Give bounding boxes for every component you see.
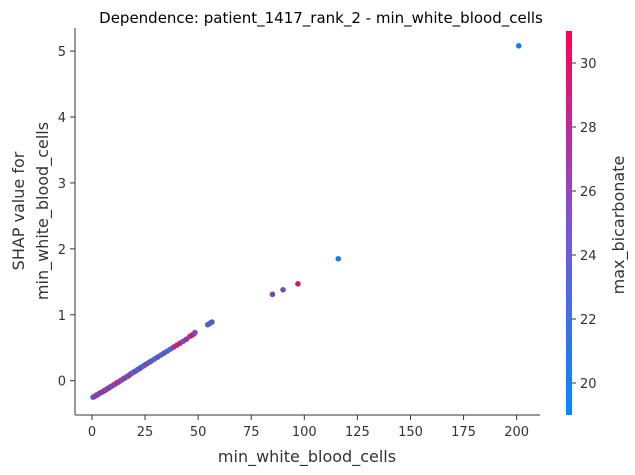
data-point — [269, 291, 276, 298]
data-point — [280, 286, 286, 293]
x-tick-label: 50 — [190, 425, 207, 440]
data-point — [515, 43, 522, 49]
x-tick-label: 75 — [243, 425, 260, 440]
y-axis-label-line-2: min_white_blood_cells — [33, 122, 53, 300]
y-tick-label: 3 — [58, 177, 66, 192]
x-tick-label: 100 — [292, 425, 317, 440]
x-tick-label: 150 — [398, 425, 423, 440]
data-point — [335, 255, 342, 262]
y-tick-label: 2 — [58, 243, 66, 258]
colorbar-tick-label: 28 — [580, 121, 597, 136]
y-tick-label: 0 — [58, 375, 66, 390]
x-tick-label: 25 — [137, 425, 154, 440]
axes — [74, 28, 540, 416]
data-point — [192, 329, 198, 336]
colorbar-tick-label: 30 — [580, 57, 597, 72]
colorbar-label: max_bicarbonate — [609, 156, 629, 295]
chart-title: Dependence: patient_1417_rank_2 - min_wh… — [99, 9, 543, 28]
data-point — [295, 281, 301, 287]
y-axis-label-line-1: SHAP value for — [9, 151, 28, 270]
colorbar-ticks: 20 22 24 26 28 30 — [572, 57, 597, 392]
y-tick-label: 1 — [58, 309, 66, 324]
colorbar — [566, 31, 572, 415]
y-tick-label: 4 — [58, 111, 66, 126]
colorbar-tick-label: 22 — [580, 313, 597, 328]
colorbar-tick-label: 26 — [580, 185, 597, 200]
x-axis-label: min_white_blood_cells — [218, 447, 396, 467]
y-ticks: 0 1 2 3 4 5 — [58, 45, 75, 390]
x-tick-label: 0 — [88, 425, 96, 440]
data-point — [209, 319, 215, 325]
y-tick-label: 5 — [58, 45, 66, 60]
y-axis-label: SHAP value for min_white_blood_cells — [9, 122, 53, 300]
x-tick-label: 175 — [451, 425, 476, 440]
colorbar-tick-label: 20 — [580, 377, 597, 392]
x-tick-label: 200 — [504, 425, 529, 440]
scatter-points — [90, 43, 522, 401]
x-tick-label: 125 — [345, 425, 370, 440]
colorbar-tick-label: 24 — [580, 249, 597, 264]
x-ticks: 0 25 50 75 100 125 150 175 200 — [88, 415, 529, 440]
